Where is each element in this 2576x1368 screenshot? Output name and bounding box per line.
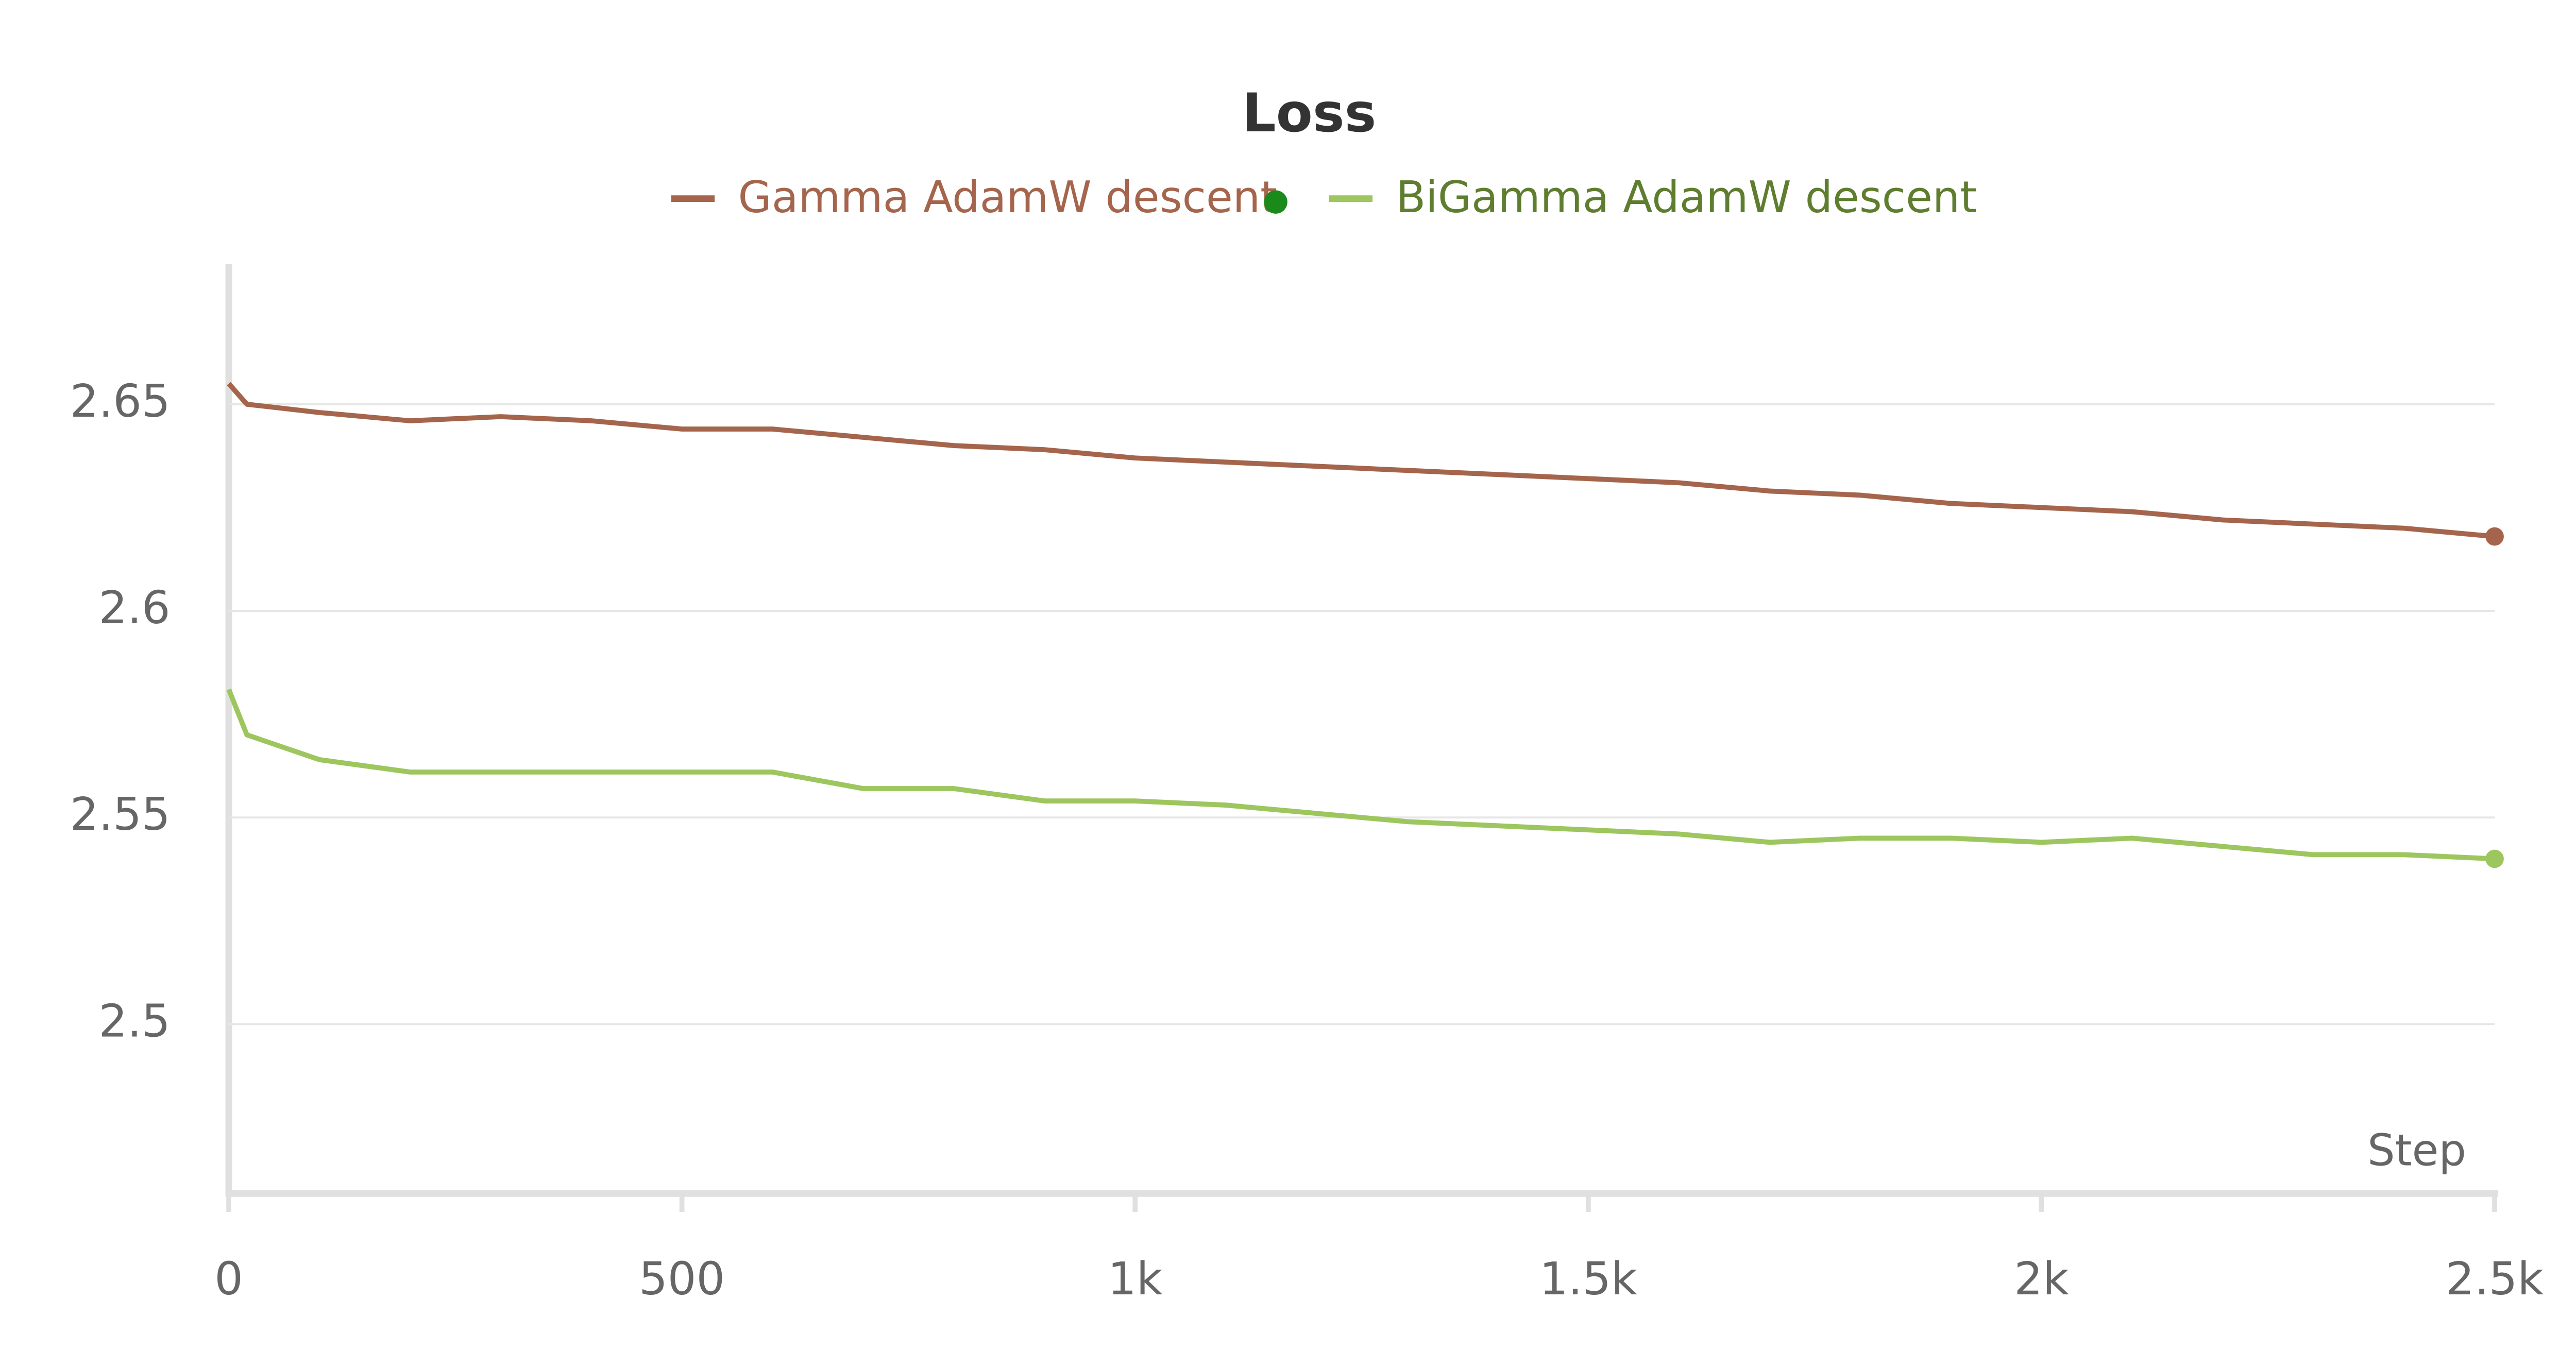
y-tick-label: 2.6 <box>98 582 170 634</box>
x-tick-label: 500 <box>639 1253 725 1305</box>
x-axis-label: Step <box>2367 1125 2466 1175</box>
x-tick-label: 2.5k <box>2446 1253 2544 1305</box>
y-tick-label: 2.55 <box>70 788 171 841</box>
end-marker <box>2485 849 2504 868</box>
legend: Gamma AdamW descent BiGamma AdamW descent <box>671 172 1977 223</box>
legend-label: BiGamma AdamW descent <box>1396 172 1977 223</box>
legend-label: Gamma AdamW descent <box>738 172 1278 223</box>
chart-title: Loss <box>1242 82 1377 144</box>
series-line <box>226 688 2495 862</box>
x-tick-label: 2k <box>2014 1253 2069 1305</box>
legend-dot <box>1264 190 1287 214</box>
x-tick-label: 0 <box>214 1253 243 1305</box>
x-tick-label: 1k <box>1108 1253 1163 1305</box>
end-marker <box>2485 527 2504 546</box>
y-tick-label: 2.65 <box>70 375 171 427</box>
x-tick-label: 1.5k <box>1539 1253 1637 1305</box>
y-tick-label: 2.5 <box>98 995 170 1047</box>
series-line <box>227 382 2495 539</box>
